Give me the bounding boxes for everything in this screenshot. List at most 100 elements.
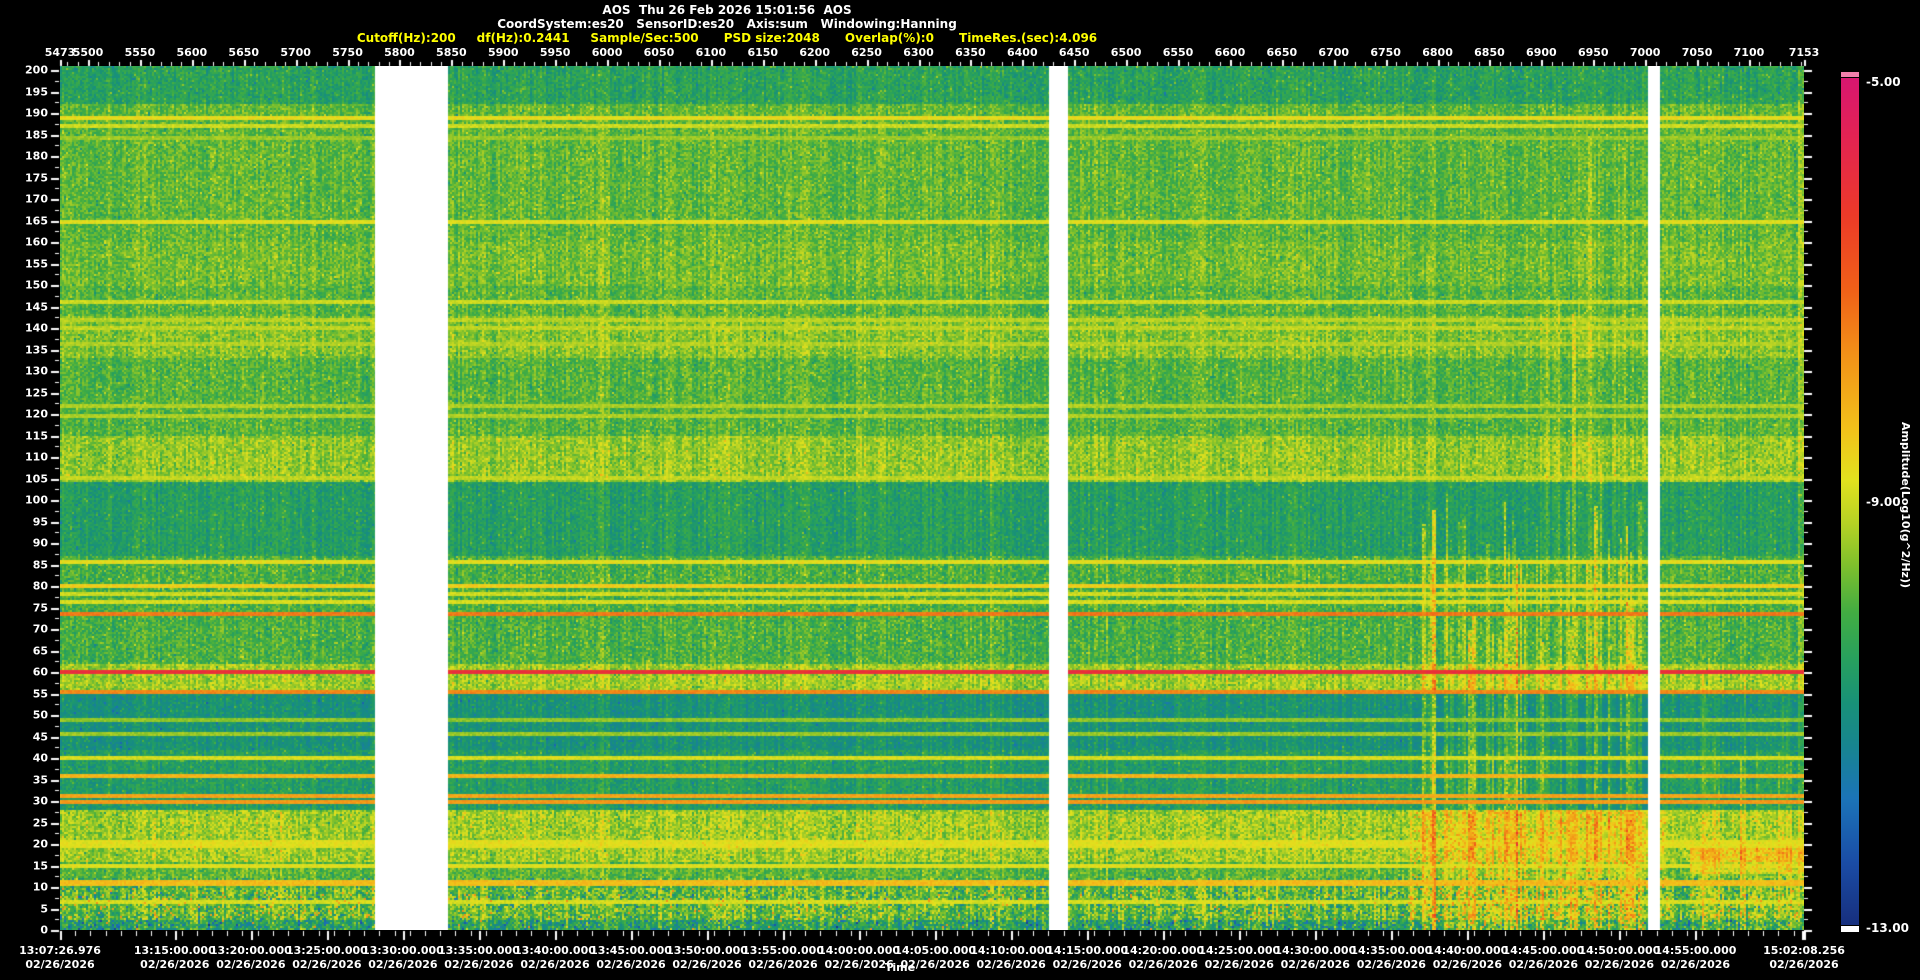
top-axis-tick-label: 6200 — [799, 46, 830, 59]
time-label-time: 14:15:00.000 — [1046, 944, 1129, 957]
left-axis-tick-label: 155 — [25, 257, 48, 270]
left-axis-tick-label: 60 — [32, 665, 48, 679]
left-axis-tick-label: 150 — [25, 278, 48, 292]
left-axis-tick-label: 120 — [25, 407, 48, 421]
time-label-time: 14:10:00.000 — [970, 944, 1053, 957]
time-tick-label: 15:02:08.256 02/26/2026 — [1763, 944, 1845, 972]
left-axis-tick-label: 105 — [25, 472, 48, 485]
time-label-date: 02/26/2026 — [1432, 958, 1502, 971]
left-axis-tick-label: 20 — [32, 837, 48, 851]
left-axis-tick-label: 85 — [32, 558, 48, 571]
top-axis-tick-label: 6850 — [1474, 46, 1505, 59]
time-tick-label: 14:30:00.000 02/26/2026 — [1274, 944, 1356, 972]
time-tick-label: 14:20:00.000 02/26/2026 — [1122, 944, 1204, 972]
top-axis-tick-label: 6450 — [1058, 46, 1090, 59]
left-axis-tick-label: 185 — [25, 128, 48, 141]
top-axis-tick-label: 6900 — [1526, 46, 1557, 59]
time-label-time: 13:30:00.000 — [361, 944, 444, 957]
time-label-time: 14:25:00.000 — [1198, 944, 1281, 957]
left-axis-tick-label: 100 — [25, 493, 48, 507]
time-label-date: 02/26/2026 — [1508, 958, 1579, 971]
colorbar-tick-label: -13.00 — [1866, 921, 1909, 935]
left-axis-tick-label: 25 — [32, 816, 48, 829]
top-axis-tick-label: 5600 — [176, 46, 208, 59]
top-axis-tick-label: 6600 — [1214, 46, 1246, 59]
top-axis-tick-label: 5800 — [384, 46, 415, 59]
time-tick-label: 13:15:00.000 02/26/2026 — [134, 944, 216, 972]
top-axis-tick-label: 5900 — [487, 46, 519, 59]
top-axis-tick-label: 6250 — [851, 46, 882, 59]
time-label-date: 02/26/2026 — [25, 958, 95, 971]
time-tick-label: 13:35:00.000 02/26/2026 — [438, 944, 520, 972]
time-label-date: 02/26/2026 — [1128, 958, 1198, 971]
time-label-time: 13:50:00.000 — [666, 944, 748, 957]
time-tick-label: 14:10:00.000 02/26/2026 — [970, 944, 1052, 972]
time-label-time: 14:40:00.000 — [1426, 944, 1509, 957]
time-label-date: 02/26/2026 — [672, 958, 742, 971]
time-label-time: 13:07:26.976 — [19, 944, 101, 957]
left-axis-tick-label: 160 — [25, 235, 48, 249]
time-label-date: 02/26/2026 — [1660, 958, 1731, 971]
time-tick-label: 14:55:00.000 02/26/2026 — [1655, 944, 1737, 972]
left-axis-tick-label: 15 — [32, 859, 48, 872]
left-axis-tick-label: 80 — [32, 579, 48, 593]
colorbar — [1841, 78, 1859, 925]
left-axis-tick-label: 110 — [25, 450, 48, 464]
time-label-date: 02/26/2026 — [1052, 958, 1122, 971]
top-axis-tick-label: 7050 — [1681, 46, 1713, 59]
time-label-time: 13:45:00.000 — [590, 944, 672, 957]
left-axis-tick-label: 95 — [32, 515, 48, 528]
spectrogram-plot[interactable] — [60, 66, 1804, 930]
time-tick-label: 13:45:00.000 02/26/2026 — [590, 944, 672, 972]
time-label-date: 02/26/2026 — [596, 958, 666, 971]
left-axis-tick-label: 30 — [32, 794, 48, 808]
time-tick-label: 13:20:00.000 02/26/2026 — [210, 944, 292, 972]
left-axis-tick-label: 55 — [32, 687, 48, 700]
time-label-date: 02/26/2026 — [748, 958, 818, 971]
top-axis-tick-label: 6350 — [955, 46, 986, 59]
left-axis-tick-label: 200 — [25, 63, 48, 77]
left-axis-tick-label: 0 — [40, 923, 48, 937]
left-axis-tick-label: 140 — [25, 321, 48, 335]
top-axis-tick-label: 6300 — [903, 46, 934, 59]
left-axis-tick-label: 190 — [25, 106, 48, 120]
left-axis-tick-label: 145 — [25, 300, 48, 313]
time-label-date: 02/26/2026 — [1584, 958, 1655, 971]
time-tick-label: 14:40:00.000 02/26/2026 — [1426, 944, 1508, 972]
time-label-date: 02/26/2026 — [1204, 958, 1274, 971]
left-axis-tick-label: 40 — [32, 751, 48, 765]
left-axis-tick-label: 165 — [25, 214, 48, 227]
header-line-3: Cutoff(Hz):200 df(Hz):0.2441 Sample/Sec:… — [356, 31, 1098, 45]
top-axis-tick-label: 5550 — [124, 46, 156, 59]
time-tick-label: 13:25:00.000 02/26/2026 — [286, 944, 368, 972]
left-axis-tick-label: 115 — [25, 429, 48, 442]
time-label-date: 02/26/2026 — [444, 958, 514, 971]
time-tick-label: 13:55:00.000 02/26/2026 — [742, 944, 824, 972]
time-label-date: 02/26/2026 — [824, 958, 894, 971]
time-label-time: 14:30:00.000 — [1274, 944, 1357, 957]
time-label-time: 13:35:00.000 — [438, 944, 520, 957]
top-axis-tick-label: 6800 — [1422, 46, 1453, 59]
left-axis-tick-label: 65 — [32, 644, 48, 657]
left-axis-tick-label: 75 — [32, 601, 48, 614]
time-tick-label: 14:05:00.000 02/26/2026 — [894, 944, 976, 972]
left-axis-tick-label: 125 — [25, 386, 48, 399]
left-axis-tick-label: 70 — [32, 622, 48, 636]
time-label-date: 02/26/2026 — [976, 958, 1046, 971]
left-axis-tick-label: 5 — [40, 902, 48, 915]
top-axis-tick-label: 6650 — [1266, 46, 1298, 59]
time-label-time: 14:05:00.000 — [894, 944, 977, 957]
colorbar-under-cap — [1841, 926, 1859, 932]
left-axis-tick-label: 35 — [32, 773, 48, 786]
top-axis-tick-label: 6400 — [1007, 46, 1038, 59]
time-label-date: 02/26/2026 — [520, 958, 590, 971]
time-tick-label: 13:30:00.000 02/26/2026 — [362, 944, 444, 972]
time-label-time: 14:35:00.000 — [1350, 944, 1433, 957]
time-label-date: 02/26/2026 — [1769, 958, 1839, 971]
top-axis-tick-label: 6550 — [1162, 46, 1194, 59]
top-axis-tick-label: 5473 — [44, 46, 76, 59]
top-axis-tick-label: 5850 — [436, 46, 467, 59]
time-label-date: 02/26/2026 — [216, 958, 286, 971]
top-axis-tick-label: 6100 — [695, 46, 727, 59]
header-line-1: AOS Thu 26 Feb 2026 15:01:56 AOS — [602, 3, 852, 17]
